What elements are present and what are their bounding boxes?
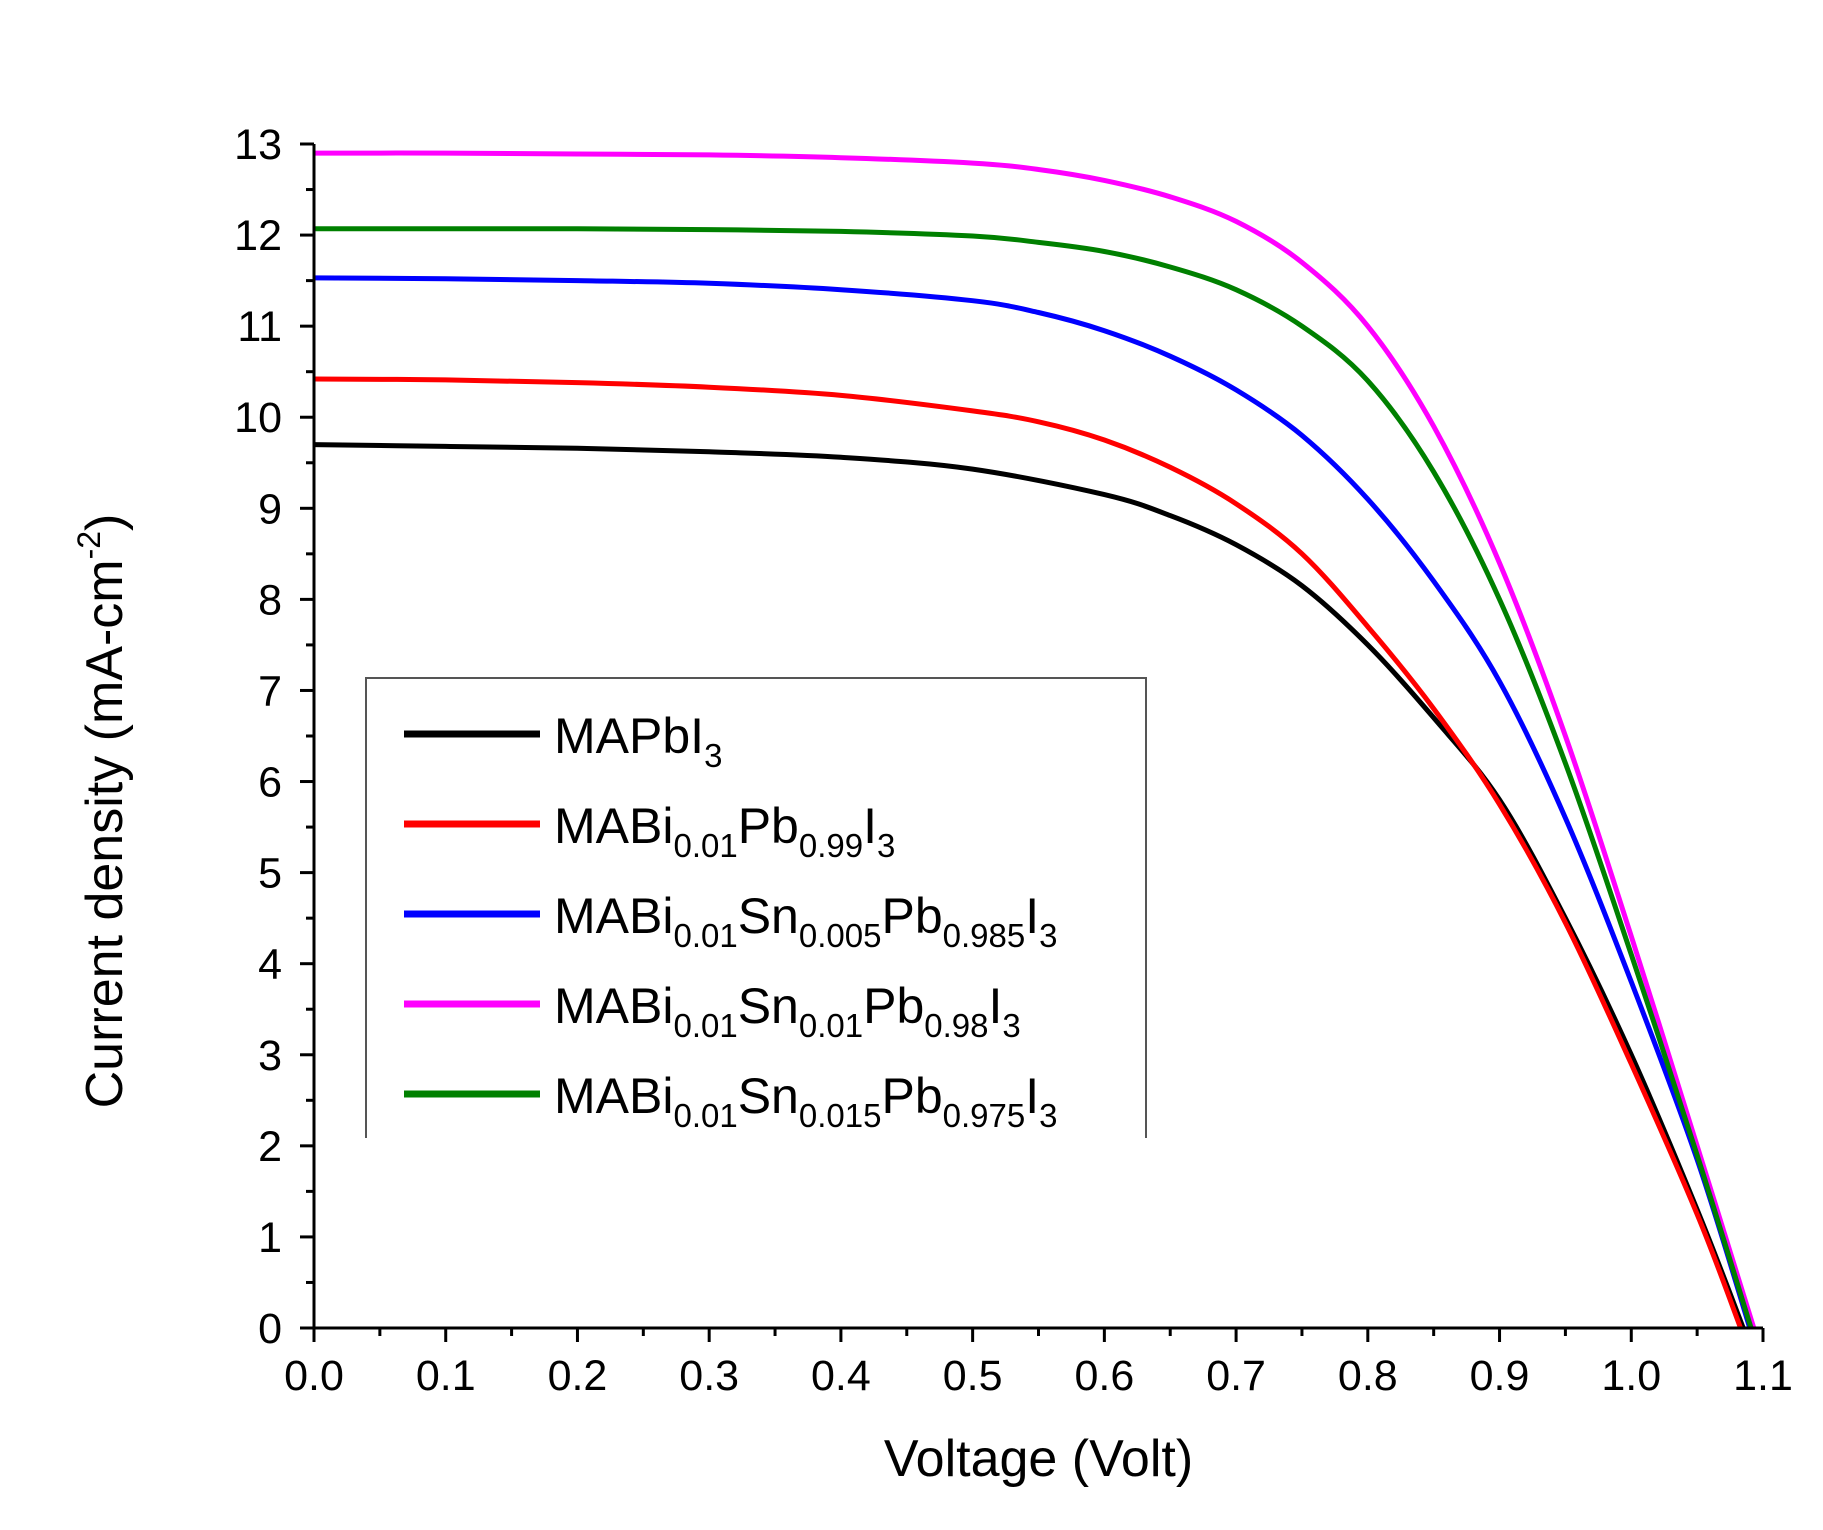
y-tick-label: 6 — [258, 759, 282, 807]
x-tick-label: 0.7 — [1206, 1352, 1266, 1400]
legend-label-subscript: 0.01 — [673, 827, 737, 864]
legend-label-subscript: 0.01 — [673, 1007, 737, 1044]
y-axis-title: Current density (mA-cm-2) — [71, 514, 134, 1109]
legend-label-text: MABi — [554, 978, 673, 1034]
series-line — [314, 226, 1754, 1329]
legend-label-subscript: 0.99 — [799, 827, 863, 864]
legend-label-text: Pb — [738, 798, 799, 854]
y-axis-title-main: Current density (mA-cm — [76, 559, 134, 1108]
legend-frame — [365, 677, 1147, 1138]
legend-label-text: Pb — [881, 888, 942, 944]
series-line — [313, 275, 1753, 1329]
series-layer — [313, 150, 1757, 1329]
series-line — [313, 442, 1746, 1329]
y-tick-label: 11 — [237, 303, 282, 351]
legend-label-text: I — [989, 978, 1003, 1034]
x-axis-ticks: 0.0 0.1 0.2 0.3 0.4 0.5 0.6 0.7 0.8 0.9 1.0 1.1 — [284, 1328, 1793, 1400]
y-tick-label: 8 — [258, 576, 282, 624]
legend-label-text: MABi — [554, 888, 673, 944]
x-tick-label: 0.3 — [679, 1352, 739, 1400]
legend-label-subscript: 0.015 — [799, 1097, 882, 1134]
legend-label-text: I — [863, 798, 877, 854]
y-tick-label: 0 — [258, 1305, 282, 1353]
legend-label-text: MAPbI — [554, 708, 704, 764]
legend-label: MAPbI3 — [554, 708, 722, 774]
legend-label-text: I — [1025, 888, 1039, 944]
legend-label-subscript: 3 — [1002, 1007, 1020, 1044]
x-tick-label: 0.1 — [416, 1352, 476, 1400]
x-tick-label: 0.0 — [284, 1352, 344, 1400]
legend-label-subscript: 0.005 — [799, 917, 882, 954]
y-tick-label: 13 — [234, 121, 282, 169]
legend: MAPbI3MABi0.01Pb0.99I3MABi0.01Sn0.005Pb0… — [365, 677, 1147, 1138]
legend-label-subscript: 3 — [1039, 1097, 1057, 1134]
y-tick-label: 5 — [258, 850, 282, 898]
y-tick-label: 9 — [258, 485, 282, 533]
legend-label-text: Sn — [738, 978, 799, 1034]
legend-label-text: Sn — [738, 1068, 799, 1124]
y-axis-title-superscript: -2 — [71, 531, 107, 559]
legend-label-text: I — [1025, 1068, 1039, 1124]
y-tick-label: 10 — [234, 394, 282, 442]
legend-label-subscript: 3 — [704, 737, 722, 774]
legend-label-subscript: 0.01 — [673, 917, 737, 954]
x-tick-label: 0.6 — [1074, 1352, 1134, 1400]
x-tick-label: 1.0 — [1601, 1352, 1661, 1400]
legend-label-text: Pb — [881, 1068, 942, 1124]
legend-label-subscript: 0.985 — [943, 917, 1026, 954]
legend-label: MABi0.01Pb0.99I3 — [554, 798, 895, 864]
legend-label-text: Sn — [738, 888, 799, 944]
legend-label-text: Pb — [863, 978, 924, 1034]
x-axis-title: Voltage (Volt) — [884, 1430, 1193, 1488]
y-axis-title-close: ) — [76, 514, 134, 531]
legend-label-subscript: 3 — [1039, 917, 1057, 954]
x-tick-label: 0.5 — [943, 1352, 1003, 1400]
legend-label-subscript: 0.01 — [673, 1097, 737, 1134]
x-tick-label: 0.9 — [1470, 1352, 1530, 1400]
legend-label-text: MABi — [554, 1068, 673, 1124]
y-tick-label: 2 — [258, 1123, 282, 1171]
x-tick-label: 0.8 — [1338, 1352, 1398, 1400]
y-tick-label: 4 — [258, 941, 282, 989]
legend-label-text: MABi — [554, 798, 673, 854]
y-tick-label: 7 — [258, 667, 282, 715]
legend-label: MABi0.01Sn0.005Pb0.985I3 — [554, 888, 1058, 954]
legend-label-subscript: 0.975 — [943, 1097, 1026, 1134]
legend-label-subscript: 0.98 — [924, 1007, 988, 1044]
x-tick-label: 1.1 — [1733, 1352, 1793, 1400]
y-tick-label: 1 — [258, 1214, 282, 1262]
plot-area: 0.0 0.1 0.2 0.3 0.4 0.5 0.6 0.7 0.8 0.9 1.0 1.1 012… — [234, 121, 1793, 1400]
series-line — [313, 150, 1757, 1329]
series-line — [313, 376, 1743, 1329]
legend-label: MABi0.01Sn0.01Pb0.98I3 — [554, 978, 1021, 1044]
x-tick-label: 0.4 — [811, 1352, 871, 1400]
legend-label-subscript: 3 — [877, 827, 895, 864]
y-tick-label: 12 — [234, 212, 282, 260]
legend-label: MABi0.01Sn0.015Pb0.975I3 — [554, 1068, 1058, 1134]
legend-label-subscript: 0.01 — [799, 1007, 863, 1044]
y-tick-label: 3 — [258, 1032, 282, 1080]
x-tick-label: 0.2 — [548, 1352, 608, 1400]
